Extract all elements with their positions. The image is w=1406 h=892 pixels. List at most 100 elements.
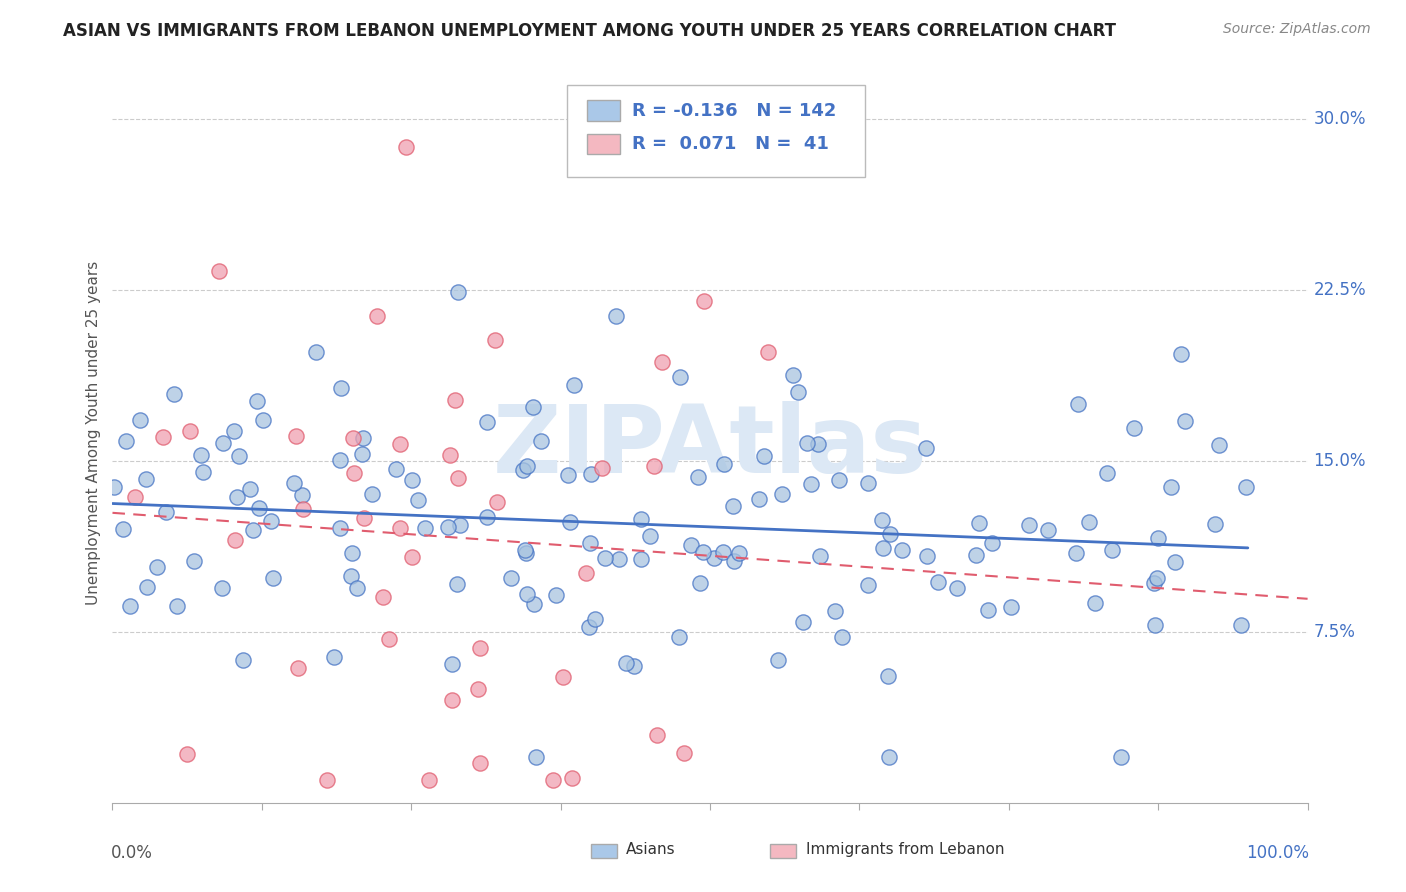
Point: [166, 599, 188, 614]
Point: [152, 430, 174, 444]
Point: [607, 551, 630, 566]
Text: Source: ZipAtlas.com: Source: ZipAtlas.com: [1223, 22, 1371, 37]
Point: [981, 536, 1004, 550]
Point: [668, 630, 690, 644]
Point: [673, 747, 696, 761]
Point: [224, 533, 246, 547]
Point: [212, 436, 235, 450]
Point: [291, 501, 314, 516]
Point: [530, 434, 553, 448]
Point: [124, 490, 146, 504]
Point: [623, 659, 645, 673]
Point: [544, 588, 567, 602]
Point: [668, 370, 690, 384]
Point: [827, 473, 849, 487]
Point: [228, 450, 250, 464]
Point: [786, 384, 808, 399]
Point: [579, 535, 602, 549]
Point: [1018, 518, 1040, 533]
Point: [561, 771, 583, 785]
Point: [395, 140, 418, 154]
Point: [872, 541, 894, 555]
Point: [446, 577, 468, 591]
Point: [449, 518, 471, 533]
Point: [1234, 481, 1257, 495]
Point: [330, 381, 353, 395]
Point: [1164, 555, 1187, 569]
Point: [1066, 397, 1088, 411]
Point: [447, 471, 470, 485]
Point: [247, 501, 270, 516]
Point: [1208, 438, 1230, 452]
Point: [246, 393, 269, 408]
Point: [917, 549, 939, 564]
Point: [824, 604, 846, 618]
Point: [1174, 414, 1197, 428]
Point: [524, 750, 547, 764]
Point: [879, 526, 901, 541]
Point: [371, 590, 394, 604]
Point: [352, 431, 374, 445]
Text: Asians: Asians: [627, 842, 676, 857]
Point: [681, 538, 703, 552]
Point: [115, 434, 138, 448]
Text: R =  0.071   N =  41: R = 0.071 N = 41: [633, 135, 830, 153]
Point: [329, 521, 352, 535]
Point: [605, 309, 627, 323]
Point: [176, 747, 198, 761]
Point: [413, 521, 436, 535]
Point: [630, 511, 652, 525]
Point: [1170, 347, 1192, 361]
Point: [389, 520, 412, 534]
Point: [578, 620, 600, 634]
Point: [1036, 523, 1059, 537]
Point: [651, 355, 673, 369]
Bar: [586, 134, 620, 154]
Point: [136, 580, 159, 594]
Point: [329, 453, 352, 467]
Point: [748, 491, 770, 506]
Point: [342, 431, 364, 445]
Point: [179, 424, 201, 438]
Point: [593, 551, 616, 566]
Point: [1143, 575, 1166, 590]
Point: [340, 546, 363, 560]
Text: 30.0%: 30.0%: [1313, 111, 1367, 128]
Point: [915, 441, 938, 455]
Point: [468, 756, 491, 771]
Point: [475, 415, 498, 429]
Point: [782, 368, 804, 383]
Point: [323, 650, 346, 665]
Point: [190, 449, 212, 463]
Point: [211, 581, 233, 595]
Text: Immigrants from Lebanon: Immigrants from Lebanon: [806, 842, 1004, 857]
Point: [692, 545, 714, 559]
Point: [406, 493, 429, 508]
Point: [516, 587, 538, 601]
Point: [872, 513, 894, 527]
Point: [831, 630, 853, 644]
Point: [513, 543, 536, 558]
Point: [1084, 597, 1107, 611]
Point: [591, 461, 613, 475]
Point: [560, 515, 582, 529]
Point: [575, 566, 598, 581]
Point: [118, 599, 141, 613]
Point: [977, 602, 1000, 616]
Point: [366, 309, 388, 323]
Point: [551, 670, 574, 684]
Point: [643, 459, 665, 474]
Point: [1109, 750, 1132, 764]
Point: [1230, 618, 1253, 632]
Point: [283, 476, 305, 491]
Point: [385, 462, 408, 476]
Text: 7.5%: 7.5%: [1313, 623, 1355, 641]
Point: [378, 632, 401, 647]
Point: [304, 344, 326, 359]
Text: R = -0.136   N = 142: R = -0.136 N = 142: [633, 102, 837, 120]
Point: [713, 457, 735, 471]
Text: ZIPAtlas: ZIPAtlas: [492, 401, 928, 493]
Point: [155, 505, 177, 519]
Bar: [591, 844, 617, 858]
Point: [103, 479, 125, 493]
